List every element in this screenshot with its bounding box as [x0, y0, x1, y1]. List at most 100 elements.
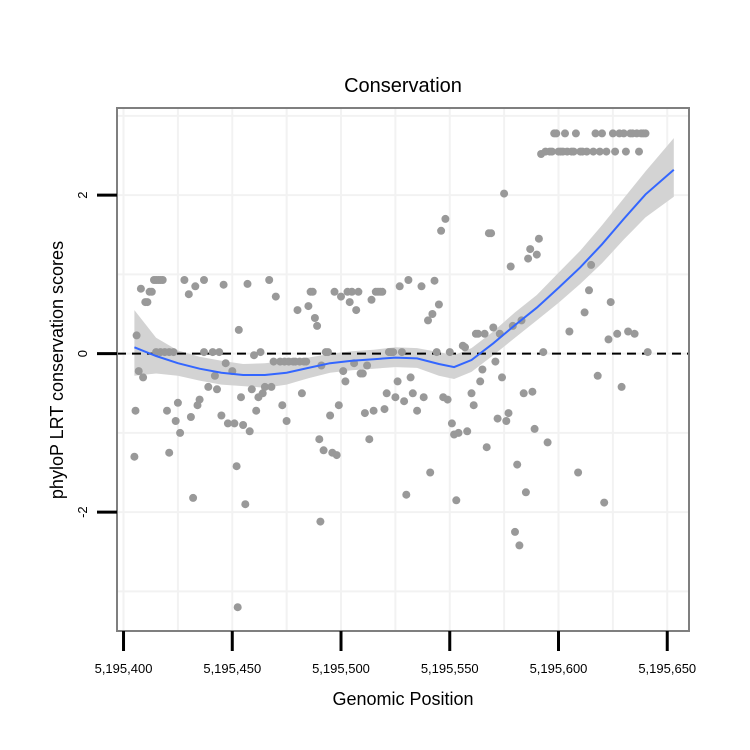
data-point	[474, 329, 482, 338]
data-point	[352, 306, 361, 315]
data-point	[613, 329, 622, 338]
data-point	[260, 382, 269, 391]
data-point	[480, 329, 489, 338]
confidence-band	[134, 138, 674, 388]
data-point	[491, 357, 500, 366]
axes-layer: 5,195,400 5,195,450 5,195,500 5,195,550 5,19…	[75, 192, 696, 676]
data-point	[530, 424, 539, 433]
data-point	[606, 298, 615, 307]
data-point	[330, 287, 339, 296]
data-point	[500, 189, 509, 198]
data-point	[598, 129, 606, 138]
data-point	[158, 276, 167, 284]
x-tick-label: 5,195,400	[95, 661, 153, 676]
data-point	[513, 460, 522, 469]
data-point	[232, 462, 241, 471]
y-tick-label: 2	[75, 192, 90, 199]
data-point	[452, 496, 461, 505]
data-point	[213, 385, 221, 394]
data-point	[378, 287, 387, 296]
data-point	[339, 367, 348, 376]
data-point	[186, 413, 195, 421]
data-point	[271, 292, 280, 301]
data-point	[245, 427, 254, 436]
data-point	[552, 129, 561, 138]
points-layer	[130, 129, 652, 612]
y-tick-label: -2	[75, 506, 90, 518]
data-point	[393, 377, 402, 386]
data-point	[593, 371, 602, 380]
data-point	[191, 282, 200, 291]
data-point	[369, 406, 378, 415]
data-point	[195, 395, 204, 404]
data-point	[230, 419, 239, 428]
data-point	[221, 359, 230, 368]
data-point	[428, 310, 437, 318]
data-point	[408, 389, 417, 398]
data-point	[256, 348, 265, 357]
data-point	[367, 295, 376, 304]
data-point	[247, 385, 256, 394]
data-point	[419, 393, 428, 402]
data-point	[334, 401, 343, 410]
data-point	[278, 401, 287, 410]
data-point	[382, 389, 391, 398]
data-point	[493, 414, 502, 423]
data-point	[478, 365, 487, 374]
data-point	[269, 357, 278, 366]
data-point	[380, 405, 389, 414]
data-point	[243, 279, 252, 288]
x-tick-label: 5,195,600	[530, 661, 588, 676]
data-point	[250, 351, 258, 360]
data-point	[310, 314, 319, 322]
data-point	[389, 348, 398, 357]
data-point	[400, 397, 409, 406]
data-point	[624, 327, 633, 336]
data-point	[506, 262, 515, 271]
data-point	[543, 438, 552, 447]
data-point	[582, 147, 591, 156]
data-point	[313, 321, 322, 330]
data-point	[354, 287, 363, 296]
data-point	[432, 348, 441, 357]
data-point	[337, 292, 345, 301]
smooth-line	[134, 169, 675, 376]
data-point	[143, 298, 152, 307]
data-point	[413, 406, 422, 415]
x-tick-label: 5,195,450	[203, 661, 261, 676]
data-point	[571, 129, 580, 138]
data-point	[210, 371, 219, 380]
data-point	[617, 382, 626, 391]
data-point	[548, 147, 556, 156]
data-point	[282, 417, 291, 425]
data-point	[341, 377, 350, 386]
data-point	[504, 409, 513, 418]
data-point	[580, 308, 589, 317]
data-point	[267, 382, 276, 391]
data-point	[139, 373, 148, 382]
data-point	[585, 286, 593, 295]
data-point	[173, 398, 182, 407]
data-point	[519, 389, 528, 398]
data-point	[204, 382, 213, 391]
data-point	[487, 229, 496, 238]
data-point	[482, 443, 491, 452]
data-point	[132, 331, 141, 340]
data-point	[252, 406, 261, 415]
x-axis-title: Genomic Position	[332, 689, 473, 709]
data-point	[134, 367, 143, 376]
data-point	[502, 417, 511, 425]
data-point	[595, 147, 604, 156]
data-point	[316, 517, 325, 526]
data-point	[498, 373, 506, 382]
data-point	[591, 129, 600, 138]
data-point	[430, 276, 439, 285]
data-point	[200, 348, 208, 357]
data-point	[532, 250, 541, 259]
data-point	[308, 287, 317, 296]
data-point	[569, 147, 578, 156]
confidence-band-layer	[134, 138, 674, 388]
data-point	[147, 287, 156, 296]
data-point	[511, 527, 519, 536]
data-point	[643, 348, 652, 357]
